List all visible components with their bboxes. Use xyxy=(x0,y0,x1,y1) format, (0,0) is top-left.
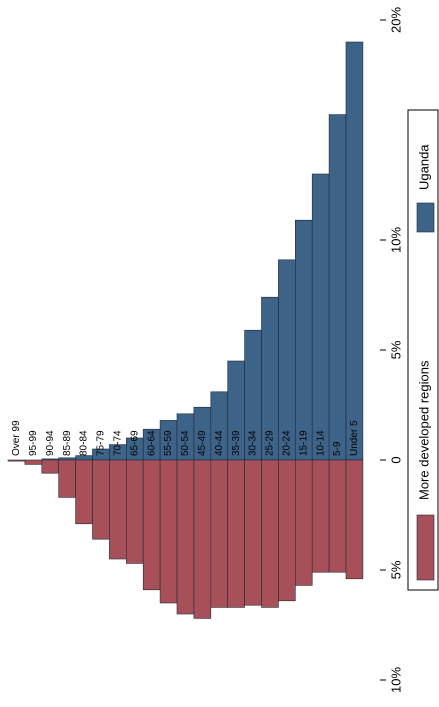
bar xyxy=(345,41,364,461)
bar xyxy=(328,114,347,461)
legend-label: More developed regions xyxy=(416,360,431,500)
age-label: 15-19 xyxy=(298,430,309,456)
age-label: 60-64 xyxy=(146,430,157,456)
bar xyxy=(311,459,330,573)
tick-label: 10% xyxy=(388,667,403,693)
bar xyxy=(109,459,127,560)
bar xyxy=(294,459,313,586)
age-label: 65-69 xyxy=(129,430,140,456)
bar xyxy=(142,459,161,591)
bar xyxy=(7,459,26,462)
age-label: 35-39 xyxy=(231,430,242,456)
age-label: 50-54 xyxy=(180,430,191,456)
bar xyxy=(193,459,212,619)
bar xyxy=(244,459,262,606)
bar xyxy=(278,259,296,461)
age-label: 5-9 xyxy=(332,441,343,456)
bar xyxy=(311,173,330,461)
age-label: 25-29 xyxy=(265,430,276,456)
age-label: Under 5 xyxy=(349,420,360,456)
bar xyxy=(92,459,110,540)
bar xyxy=(58,459,76,498)
legend-swatch xyxy=(416,514,435,581)
bar xyxy=(126,459,144,564)
age-label: 20-24 xyxy=(281,430,292,456)
legend-label: Uganda xyxy=(416,144,431,190)
tick-label: 0 xyxy=(388,456,403,463)
bar xyxy=(328,459,347,573)
bar xyxy=(176,459,195,615)
bar xyxy=(159,459,178,604)
age-label: 70-74 xyxy=(112,430,123,456)
bar xyxy=(41,459,59,474)
bar xyxy=(294,219,313,461)
age-label: 45-49 xyxy=(197,430,208,456)
bar xyxy=(227,459,245,608)
age-label: 95-99 xyxy=(28,430,39,456)
age-label: 30-34 xyxy=(248,430,259,456)
tick-label: 10% xyxy=(388,227,403,253)
bar xyxy=(345,459,364,580)
age-label: 80-84 xyxy=(79,430,90,456)
bar xyxy=(261,459,279,608)
age-label: 40-44 xyxy=(214,430,225,456)
age-label: 10-14 xyxy=(315,430,326,456)
age-label: 75-79 xyxy=(96,430,107,456)
bar xyxy=(75,459,93,525)
bar xyxy=(58,457,76,461)
tick-label: 20% xyxy=(388,7,403,33)
legend-swatch xyxy=(416,202,435,233)
bar xyxy=(210,459,229,608)
age-label: 55-59 xyxy=(163,430,174,456)
age-label: 90-94 xyxy=(45,430,56,456)
tick-label: 5% xyxy=(388,560,403,579)
legend-box xyxy=(407,109,439,591)
age-label: Over 99 xyxy=(11,420,22,456)
age-label: 85-89 xyxy=(62,430,73,456)
bar xyxy=(278,459,296,602)
bar xyxy=(24,459,43,465)
tick-label: 5% xyxy=(388,340,403,359)
